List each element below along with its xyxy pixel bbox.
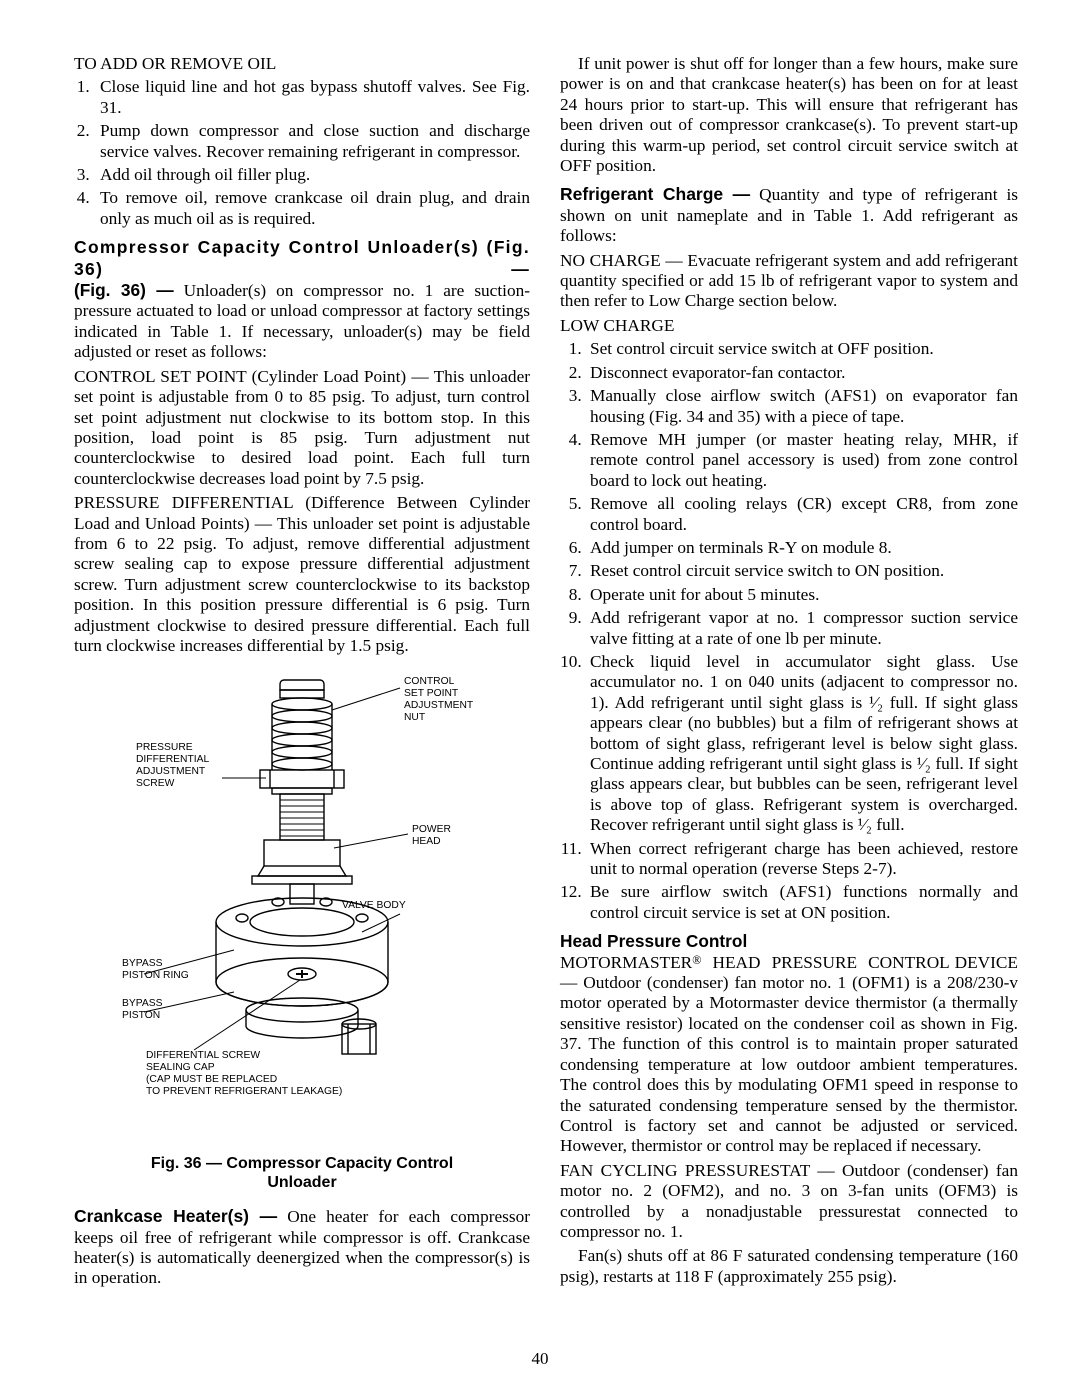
unloader-diagram: CONTROL SET POINT ADJUSTMENT NUT PRESSUR…	[74, 674, 530, 1144]
lbl-piston-ring: PISTON RING	[122, 970, 189, 981]
lbl-cap-note1: (CAP MUST BE REPLACED	[146, 1074, 277, 1085]
shutoff-para: Fan(s) shuts off at 86 F saturated conde…	[560, 1246, 1018, 1287]
lbl-control: CONTROL	[404, 676, 455, 687]
column-layout: TO ADD OR REMOVE OIL Close liquid line a…	[74, 54, 1018, 1289]
lbl-piston: PISTON	[122, 1010, 160, 1021]
lowcharge-heading: LOW CHARGE	[560, 316, 1018, 336]
page: TO ADD OR REMOVE OIL Close liquid line a…	[0, 0, 1080, 1397]
refrigerant-heading: Refrigerant Charge —	[560, 184, 750, 204]
low-item: Operate unit for about 5 minutes.	[586, 585, 1018, 605]
oil-item: Add oil through oil filler plug.	[94, 165, 530, 185]
low-item: Manually close airflow switch (AFS1) on …	[586, 386, 1018, 427]
unloader-para: Compressor Capacity Control Unloader(s) …	[74, 237, 530, 280]
figure-caption: Fig. 36 — Compressor Capacity Control Un…	[74, 1154, 530, 1192]
refrigerant-para: Refrigerant Charge — Quantity and type o…	[560, 184, 1018, 246]
lbl-sealing-cap: SEALING CAP	[146, 1062, 215, 1073]
low-item: Be sure airflow switch (AFS1) functions …	[586, 882, 1018, 923]
lbl-nut: NUT	[404, 712, 426, 723]
oil-item: Pump down compressor and close suction a…	[94, 121, 530, 162]
oil-item: Close liquid line and hot gas bypass shu…	[94, 77, 530, 118]
power-note: If unit power is shut off for longer tha…	[560, 54, 1018, 176]
left-column: TO ADD OR REMOVE OIL Close liquid line a…	[74, 54, 530, 1289]
crankcase-heading: Crankcase Heater(s) —	[74, 1206, 277, 1226]
low-item: Reset control circuit service switch to …	[586, 561, 1018, 581]
low-item: When correct refrigerant charge has been…	[586, 839, 1018, 880]
lbl-setpoint: SET POINT	[404, 688, 459, 699]
unloader-heading: Compressor Capacity Control Unloader(s) …	[74, 237, 530, 278]
lbl-screw: SCREW	[136, 778, 175, 789]
low-item: Check liquid level in accumulator sight …	[586, 652, 1018, 836]
pressure-diff-para: PRESSURE DIFFERENTIAL (Difference Betwee…	[74, 493, 530, 656]
lowcharge-list: Set control circuit service switch at OF…	[560, 339, 1018, 923]
low-item: Add jumper on terminals R-Y on module 8.	[586, 538, 1018, 558]
lbl-adjustment: ADJUSTMENT	[404, 700, 474, 711]
lbl-pressure: PRESSURE	[136, 742, 193, 753]
lbl-cap-note2: TO PREVENT REFRIGERANT LEAKAGE)	[146, 1086, 342, 1097]
crankcase-para: Crankcase Heater(s) — One heater for eac…	[74, 1206, 530, 1289]
lbl-diff-screw: DIFFERENTIAL SCREW	[146, 1050, 260, 1061]
figure-36: CONTROL SET POINT ADJUSTMENT NUT PRESSUR…	[74, 674, 530, 1192]
fig-caption-l2: Unloader	[267, 1174, 336, 1191]
low-item: Disconnect evaporator-fan contactor.	[586, 363, 1018, 383]
page-number: 40	[0, 1349, 1080, 1369]
lbl-differential: DIFFERENTIAL	[136, 754, 210, 765]
lbl-valve-body: VALVE BODY	[342, 900, 406, 911]
fancycling-para: FAN CYCLING PRESSURESTAT — Outdoor (cond…	[560, 1161, 1018, 1243]
lbl-adjustment2: ADJUSTMENT	[136, 766, 206, 777]
low-item: Add refrigerant vapor at no. 1 compresso…	[586, 608, 1018, 649]
lbl-bypass2: BYPASS	[122, 998, 163, 1009]
low-item: Remove all cooling relays (CR) except CR…	[586, 494, 1018, 535]
unloader-body-para: (Fig. 36) — Unloader(s) on compressor no…	[74, 280, 530, 363]
oil-heading: TO ADD OR REMOVE OIL	[74, 54, 530, 74]
control-setpoint-para: CONTROL SET POINT (Cylinder Load Point) …	[74, 367, 530, 489]
nocharge-para: NO CHARGE — Evacuate refrigerant system …	[560, 251, 1018, 312]
lbl-head: HEAD	[412, 836, 441, 847]
motormaster-para: MOTORMASTER® HEAD PRESSURE CONTROL DEVIC…	[560, 953, 1018, 1157]
lbl-power: POWER	[412, 824, 451, 835]
fig-caption-l1: Fig. 36 — Compressor Capacity Control	[151, 1155, 453, 1172]
oil-item: To remove oil, remove crankcase oil drai…	[94, 188, 530, 229]
low-item: Set control circuit service switch at OF…	[586, 339, 1018, 359]
oil-list: Close liquid line and hot gas bypass shu…	[74, 77, 530, 229]
low-item: Remove MH jumper (or master heating rela…	[586, 430, 1018, 491]
lbl-bypass1: BYPASS	[122, 958, 163, 969]
right-column: If unit power is shut off for longer tha…	[560, 54, 1018, 1289]
headpressure-heading: Head Pressure Control	[560, 931, 747, 951]
